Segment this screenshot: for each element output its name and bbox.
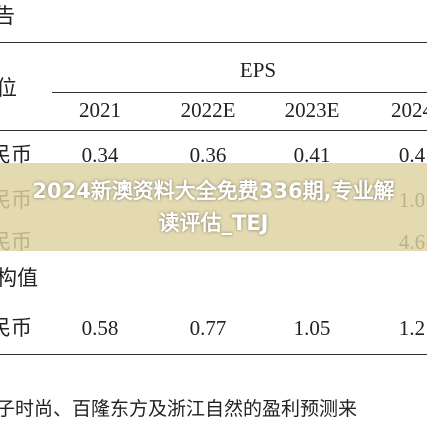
group-header: EPS bbox=[239, 58, 277, 82]
cell: 0.41 bbox=[293, 143, 331, 167]
row-label: 民币 bbox=[0, 316, 32, 340]
unit: 位 bbox=[0, 76, 17, 100]
column-header: 2024 bbox=[391, 98, 427, 122]
section-label: 构值 bbox=[0, 266, 38, 290]
rule bbox=[0, 42, 427, 43]
cell: 1.2 bbox=[398, 316, 426, 340]
rule bbox=[0, 130, 427, 131]
rule bbox=[0, 354, 427, 355]
title: 告 bbox=[0, 4, 15, 28]
cell: 1.05 bbox=[293, 316, 331, 340]
cell: 0.58 bbox=[81, 316, 119, 340]
column-header: 2023E bbox=[284, 98, 340, 122]
footnote: 子时尚、百隆东方及浙江自然的盈利预测来 bbox=[0, 399, 358, 420]
cell: 0.77 bbox=[189, 316, 227, 340]
cell: 0.34 bbox=[81, 143, 119, 167]
column-header: 2022E bbox=[180, 98, 236, 122]
banner-text: 2024新澳资料大全免费336期,专业解读评估_TEJ bbox=[32, 179, 395, 235]
cell: 0.36 bbox=[189, 143, 227, 167]
column-header: 2021 bbox=[79, 98, 121, 122]
cell: 0.4 bbox=[398, 143, 426, 167]
row-label: 民币 bbox=[0, 143, 32, 167]
rule bbox=[52, 92, 427, 93]
banner: 2024新澳资料大全免费336期,专业解读评估_TEJ bbox=[0, 163, 427, 251]
